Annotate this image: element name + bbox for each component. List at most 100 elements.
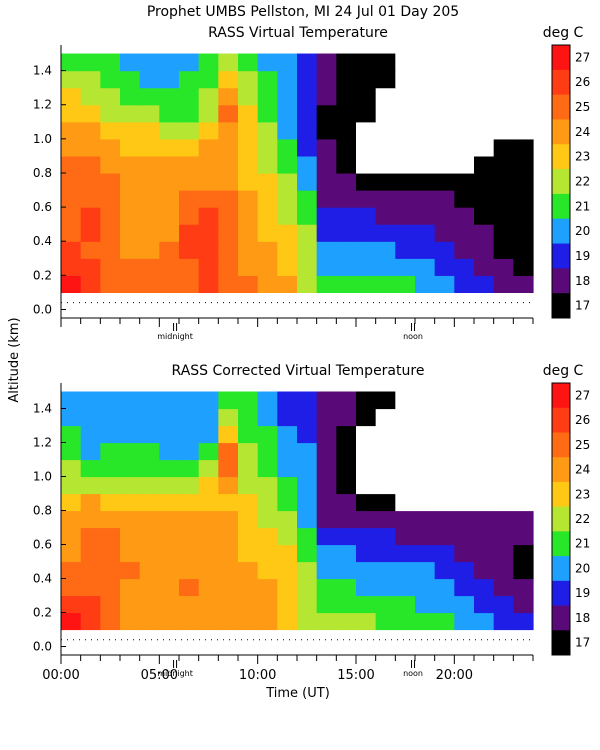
heatmap-cell — [375, 258, 396, 276]
heatmap-cell — [395, 476, 416, 495]
altitude-axis-label: Altitude (km) — [7, 317, 22, 402]
heatmap-cell — [120, 408, 141, 427]
heatmap-cell — [395, 155, 416, 174]
colorbar-swatch — [552, 432, 570, 458]
time-marker-label: midnight — [157, 332, 193, 341]
colorbar-tick-label: 17 — [575, 636, 590, 650]
heatmap-cell — [336, 561, 357, 580]
heatmap-cell — [198, 275, 219, 293]
heatmap-cell — [80, 155, 101, 174]
heatmap-cell — [356, 510, 377, 529]
heatmap-cell — [356, 258, 377, 276]
heatmap-cell — [238, 459, 259, 478]
heatmap-cell — [493, 207, 514, 225]
heatmap-cell — [474, 87, 495, 106]
colorbar-tick-label: 23 — [575, 487, 590, 501]
heatmap-cell — [297, 172, 318, 191]
heatmap-cell — [297, 544, 318, 563]
colorbar-tick-label: 19 — [575, 586, 590, 600]
heatmap-cell — [434, 544, 455, 563]
heatmap-cell — [395, 224, 416, 242]
heatmap-cell — [218, 172, 239, 191]
heatmap-cell — [159, 190, 180, 208]
heatmap-cell — [434, 527, 455, 546]
heatmap-cell — [218, 527, 239, 546]
colorbar-tick-label: 21 — [575, 199, 590, 213]
heatmap-cell — [61, 87, 82, 106]
heatmap-cell — [513, 476, 534, 495]
heatmap-cell — [336, 207, 357, 225]
heatmap-cell — [493, 53, 514, 72]
heatmap-cell — [415, 527, 436, 546]
heatmap-cell — [159, 561, 180, 580]
heatmap-cell — [198, 612, 219, 631]
heatmap-cell — [100, 510, 121, 529]
y-tick-label: 0.2 — [33, 268, 52, 282]
heatmap-cell — [198, 476, 219, 495]
heatmap-cell — [474, 207, 495, 225]
heatmap-cell — [179, 172, 200, 191]
heatmap-cell — [218, 544, 239, 563]
colorbar-swatch — [552, 119, 570, 145]
heatmap-cell — [375, 612, 396, 631]
heatmap-cell — [238, 544, 259, 563]
heatmap-cell — [198, 224, 219, 242]
bottom-colorbar-unit: deg C — [543, 363, 584, 379]
heatmap-cell — [257, 425, 278, 444]
heatmap-cell — [238, 510, 259, 529]
heatmap-cell — [454, 493, 475, 512]
heatmap-cell — [179, 207, 200, 225]
heatmap-cell — [356, 408, 377, 427]
heatmap-cell — [61, 493, 82, 512]
heatmap-cell — [316, 275, 337, 293]
heatmap-cell — [159, 408, 180, 427]
heatmap-cell — [474, 595, 495, 614]
colorbar-swatch — [552, 556, 570, 582]
colorbar-tick-label: 18 — [575, 274, 590, 288]
heatmap-cell — [100, 408, 121, 427]
heatmap-cell — [493, 258, 514, 276]
heatmap-cell — [179, 241, 200, 259]
heatmap-cell — [100, 258, 121, 276]
heatmap-cell — [257, 258, 278, 276]
heatmap-cell — [179, 527, 200, 546]
heatmap-cell — [257, 561, 278, 580]
heatmap-cell — [80, 612, 101, 631]
heatmap-cell — [297, 138, 318, 157]
y-tick-label: 0.8 — [33, 166, 52, 180]
heatmap-cell — [80, 493, 101, 512]
heatmap-cell — [513, 408, 534, 427]
heatmap-cell — [120, 87, 141, 106]
heatmap-cell — [434, 561, 455, 580]
heatmap-cell — [434, 190, 455, 208]
heatmap-cell — [493, 391, 514, 410]
heatmap-cell — [336, 595, 357, 614]
heatmap-cell — [218, 207, 239, 225]
heatmap-cell — [474, 425, 495, 444]
heatmap-cell — [474, 138, 495, 157]
heatmap-cell — [100, 207, 121, 225]
heatmap-cell — [375, 476, 396, 495]
heatmap-cell — [297, 408, 318, 427]
heatmap-cell — [61, 408, 82, 427]
heatmap-cell — [61, 510, 82, 529]
heatmap-cell — [434, 612, 455, 631]
heatmap-cell — [415, 493, 436, 512]
heatmap-cell — [336, 190, 357, 208]
heatmap-cell — [513, 87, 534, 106]
heatmap-cell — [159, 442, 180, 461]
heatmap-cell — [395, 258, 416, 276]
heatmap-cell — [415, 138, 436, 157]
heatmap-cell — [513, 190, 534, 208]
heatmap-cell — [257, 493, 278, 512]
heatmap-cell — [454, 578, 475, 597]
heatmap-cell — [218, 391, 239, 410]
heatmap-cell — [257, 104, 278, 123]
heatmap-cell — [454, 612, 475, 631]
heatmap-cell — [179, 510, 200, 529]
heatmap-cell — [238, 190, 259, 208]
heatmap-cell — [218, 138, 239, 157]
heatmap-cell — [238, 476, 259, 495]
heatmap-cell — [415, 104, 436, 123]
